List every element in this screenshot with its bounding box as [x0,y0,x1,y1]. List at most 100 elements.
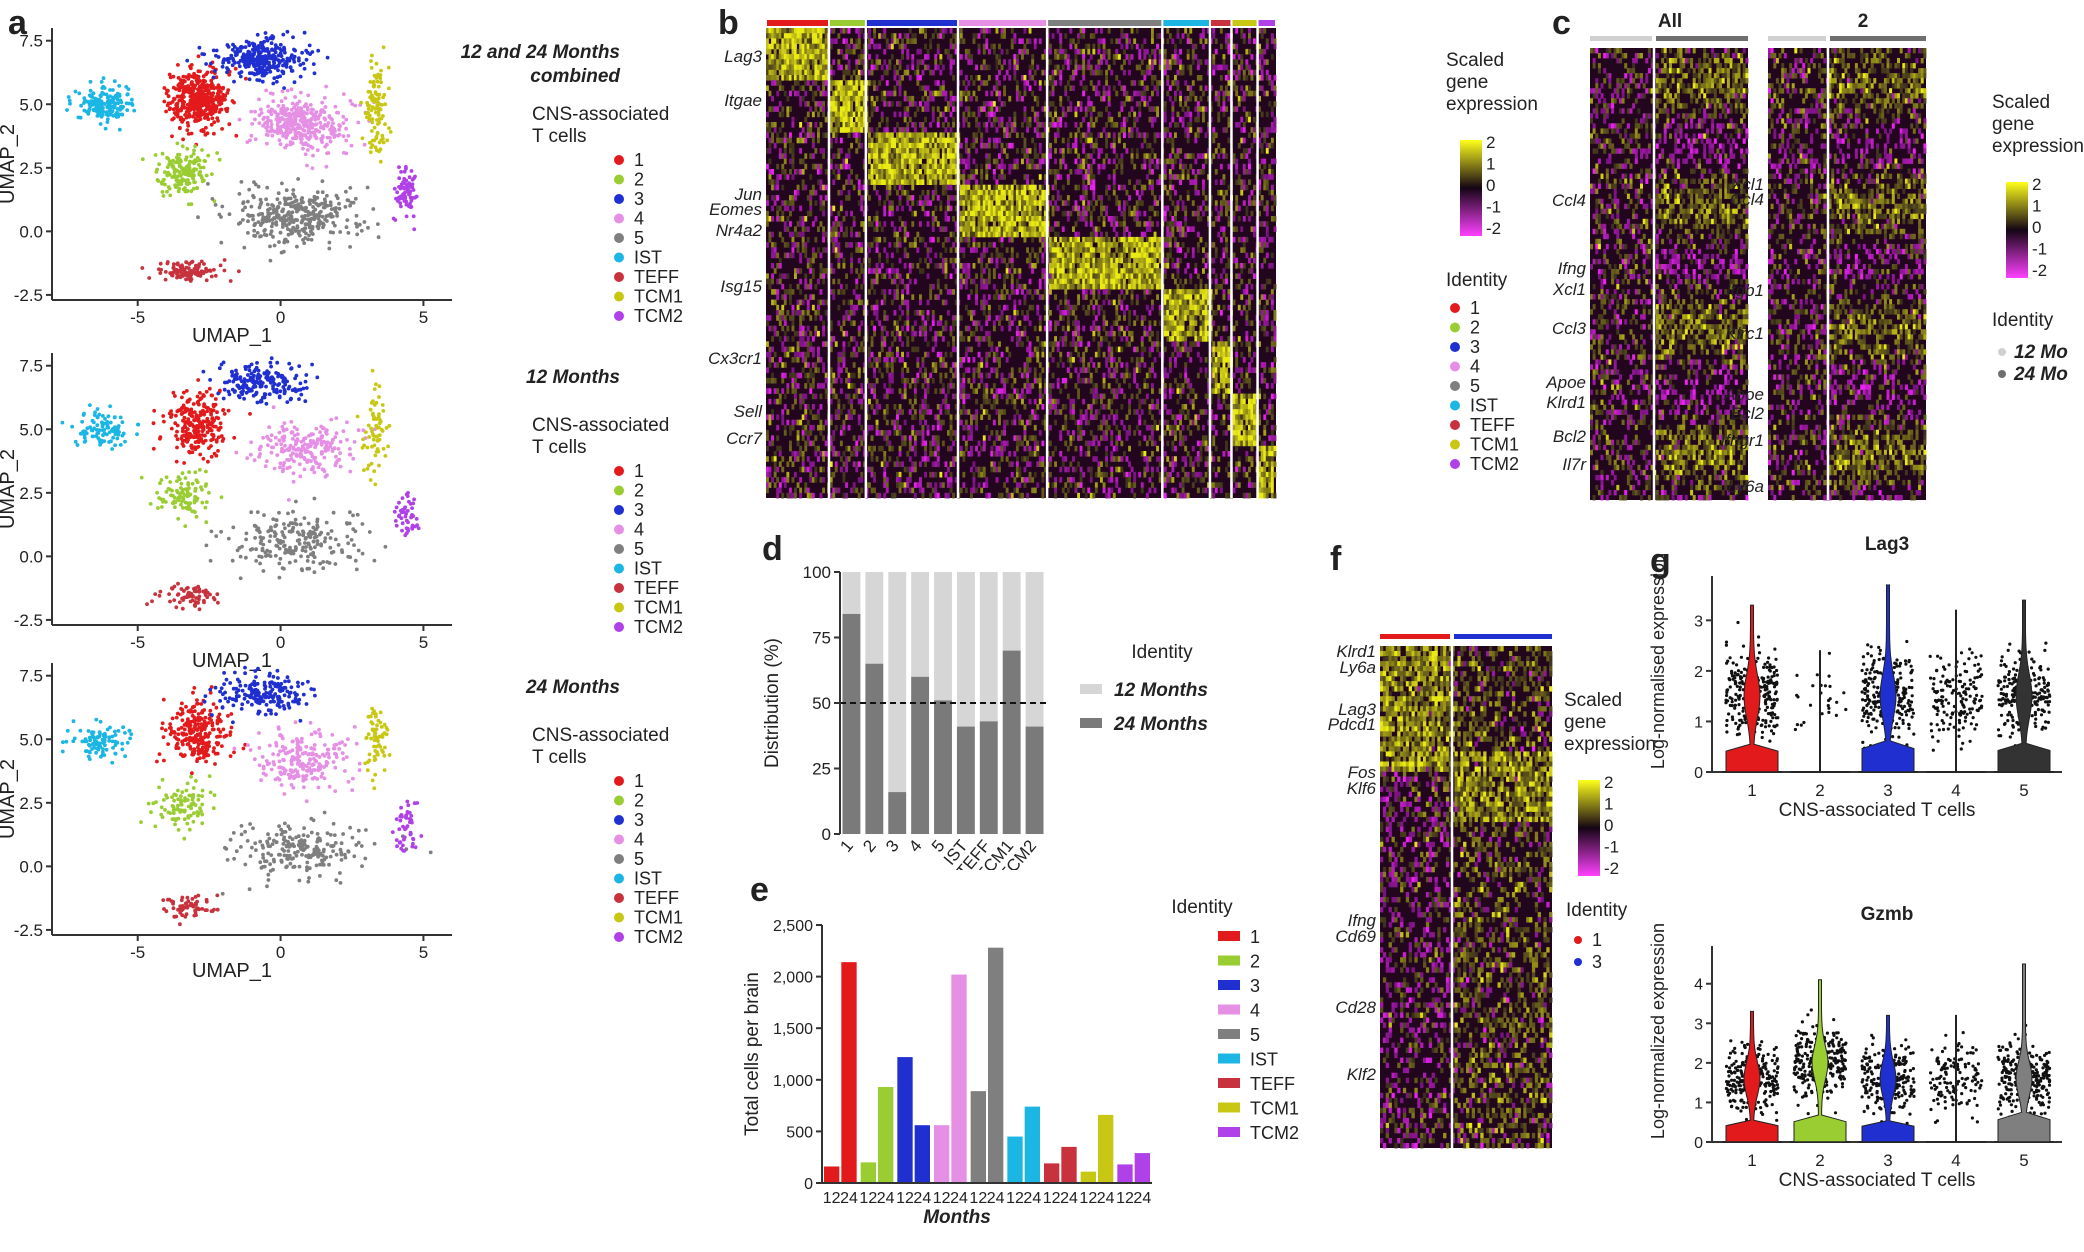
umap-point [252,757,257,762]
umap-point [110,739,115,744]
heatmap-cell [768,33,772,39]
umap-point [302,111,306,115]
umap-point [338,230,343,234]
umap-point [301,848,306,853]
umap-point [118,443,123,447]
umap-point [228,681,233,685]
heatmap-cell [1010,38,1014,44]
umap-point [182,461,187,465]
heatmap-cell [931,33,935,39]
umap-point [211,65,216,70]
heatmap-cell [799,28,803,34]
umap-point [183,75,188,79]
umap-point [280,566,285,570]
umap-point [402,506,407,511]
umap-point [298,381,303,386]
umap-point [275,544,280,548]
umap-point [274,387,279,392]
umap-point [278,42,283,47]
umap-point [183,796,187,801]
umap-point [264,702,269,707]
umap-point [369,108,374,113]
heatmap-cell [941,33,945,39]
umap-point [402,186,407,191]
umap-point [162,758,166,763]
umap-point [244,65,248,69]
umap-point [206,459,210,464]
heatmap-cell [857,33,861,39]
umap-point [322,116,327,121]
heatmap-cell [1179,38,1182,44]
umap-point [399,516,404,521]
umap-point [266,109,271,114]
umap-point [179,502,183,507]
heatmap-cell [776,33,780,39]
umap-point [198,391,202,395]
umap-point [409,198,414,203]
umap-point [208,790,213,795]
umap-point [320,771,325,776]
umap-point [370,778,375,783]
umap-point [376,752,380,757]
umap-point [367,530,372,534]
legend-label: 2 [634,170,644,190]
umap-point [285,400,290,404]
umap-point [175,270,180,275]
umap-point [203,113,208,118]
umap-point [284,188,289,193]
umap-point [255,231,260,235]
umap-point [306,129,311,133]
umap-point [157,162,162,167]
umap-point [228,837,233,842]
umap-point [199,702,204,706]
umap-point [281,533,286,537]
legend-title-line2: T cells [532,437,587,458]
umap-point [265,434,269,439]
umap-point [215,721,220,726]
umap-point [203,591,208,596]
umap-point [235,383,240,388]
umap-point [248,56,253,61]
umap-point [279,681,284,686]
umap-point [303,750,308,755]
umap-point [282,388,287,392]
legend-dot [614,834,624,845]
umap-point [363,856,368,861]
umap-point [297,207,301,212]
y-tick-label: 0.0 [19,547,43,566]
umap-point [161,497,166,502]
umap-point [270,133,275,138]
umap-point [161,414,166,418]
umap-point [94,750,98,755]
umap-point [171,158,176,163]
umap-point [201,456,206,461]
umap-point [108,94,112,99]
umap-point [181,187,186,192]
heatmap-cell [1189,28,1193,34]
umap-point [333,789,338,793]
umap-point [382,768,387,772]
heatmap-cell [773,38,777,44]
umap-point [220,744,224,748]
umap-point [187,431,192,436]
umap-point [318,120,323,125]
umap-point [184,737,189,741]
umap-point [341,92,346,96]
umap-point [204,734,208,738]
legend-label: TEFF [634,267,679,287]
umap-point [370,53,374,58]
umap-point [312,470,317,475]
umap-point [315,375,320,380]
umap-point [182,723,187,727]
umap-point [265,216,270,221]
heatmap-cell [896,38,899,44]
heatmap-cell [980,28,984,34]
umap-point [351,776,355,781]
umap-point [310,776,315,781]
umap-point [264,88,268,93]
heatmap-cell [1219,28,1223,34]
umap-point [224,107,228,112]
umap-point [237,117,242,122]
umap-point [208,378,213,382]
umap-point [399,184,404,188]
